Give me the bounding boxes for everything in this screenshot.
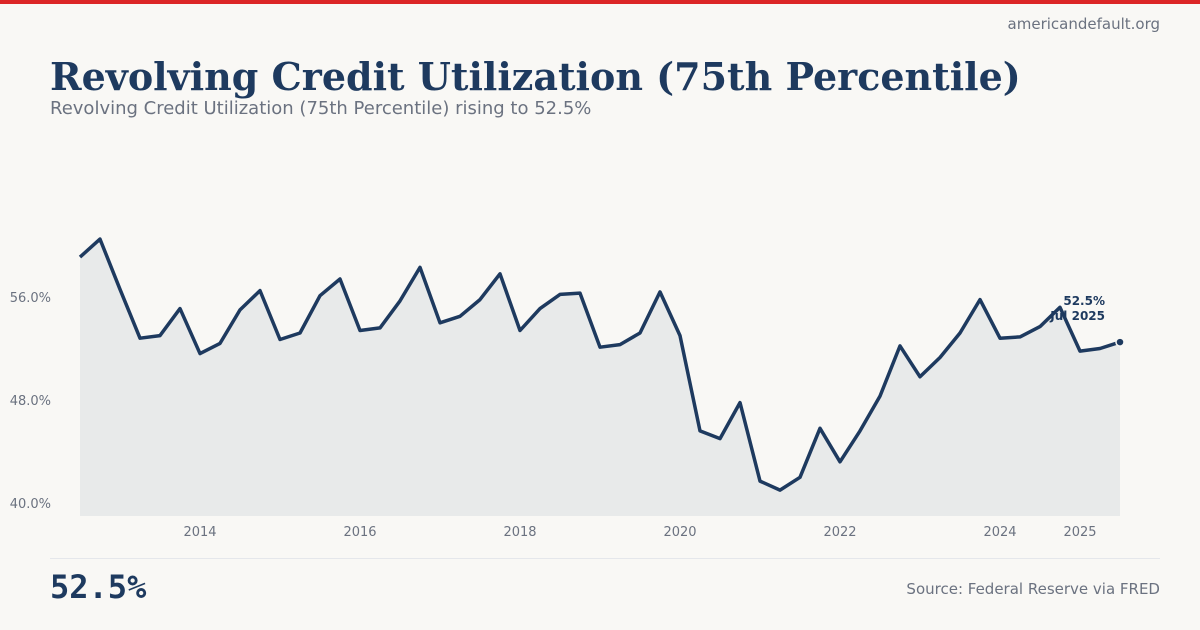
area-fill	[80, 239, 1120, 516]
y-tick-label: 40.0%	[10, 497, 51, 512]
x-tick-label: 2024	[983, 525, 1016, 540]
x-tick-label: 2022	[823, 525, 856, 540]
headline-value: 52.5%	[50, 568, 147, 606]
subtitle: Revolving Credit Utilization (75th Perce…	[50, 98, 592, 119]
last-point-marker	[1115, 337, 1125, 347]
divider	[50, 558, 1160, 559]
x-tick-label: 2016	[343, 525, 376, 540]
annotation-value: 52.5%	[1063, 294, 1105, 308]
x-tick-label: 2018	[503, 525, 536, 540]
accent-bar	[0, 0, 1200, 4]
series-line	[78, 237, 1121, 492]
x-tick-label: 2014	[183, 525, 216, 540]
annotation-date: Jul 2025	[1049, 309, 1105, 323]
source-note: Source: Federal Reserve via FRED	[906, 580, 1160, 598]
x-tick-label: 2020	[663, 525, 696, 540]
x-tick-label: 2025	[1063, 525, 1096, 540]
y-tick-label: 48.0%	[10, 394, 51, 409]
site-name: americandefault.org	[1007, 15, 1160, 33]
page-title: Revolving Credit Utilization (75th Perce…	[50, 54, 1021, 99]
y-tick-label: 56.0%	[10, 291, 51, 306]
